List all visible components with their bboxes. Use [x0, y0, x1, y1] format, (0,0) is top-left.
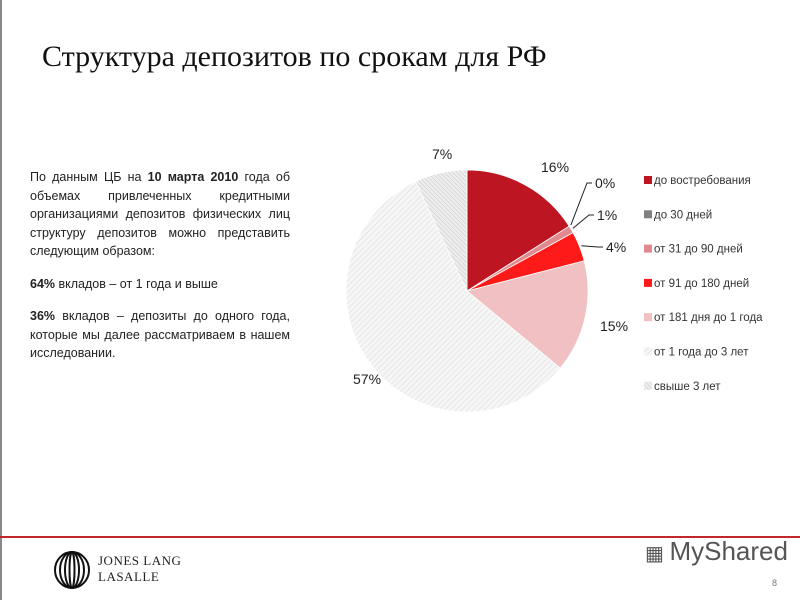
company-name: JONES LANG LASALLE	[98, 553, 182, 584]
legend-swatch	[644, 278, 652, 287]
legend-swatch	[644, 176, 652, 184]
data-label: 1%	[597, 207, 617, 223]
legend-swatch	[644, 244, 652, 253]
legend-label: от 181 дня до 1 года	[654, 312, 763, 324]
legend-label: от 91 до 180 дней	[654, 278, 749, 290]
data-label: 57%	[353, 371, 381, 387]
legend-label: свыше 3 лет	[654, 381, 721, 393]
legend-swatch	[644, 313, 652, 322]
legend-label: от 1 года до 3 лет	[654, 347, 749, 359]
data-label: 0%	[595, 175, 615, 191]
data-label: 7%	[432, 146, 452, 162]
pie-slice	[345, 180, 561, 413]
leader-line	[572, 214, 594, 229]
legend-swatch	[644, 381, 652, 390]
page-number: 8	[772, 578, 778, 588]
data-label: 4%	[606, 239, 626, 255]
pie-slice	[466, 169, 570, 292]
page-title: Структура депозитов по срокам для РФ	[42, 40, 547, 73]
presentation-icon: ▦	[645, 543, 670, 565]
pie-slice	[466, 260, 589, 369]
leader-line	[570, 182, 592, 226]
data-label: 16%	[541, 159, 569, 175]
legend-label: до востребования	[654, 175, 751, 187]
footer-divider	[0, 536, 800, 538]
legend-swatch	[644, 210, 652, 219]
description-text: По данным ЦБ на 10 марта 2010 года об об…	[30, 170, 290, 360]
pie-slice	[414, 169, 468, 292]
legend-label: от 31 до 90 дней	[654, 244, 743, 256]
data-label: 15%	[600, 318, 628, 334]
legend-label: до 30 дней	[654, 209, 712, 221]
leader-line	[581, 245, 603, 248]
left-border	[0, 0, 2, 600]
legend-swatch	[644, 347, 652, 356]
watermark: ▦ MyShared	[645, 536, 788, 566]
jll-logo-icon	[54, 551, 90, 589]
